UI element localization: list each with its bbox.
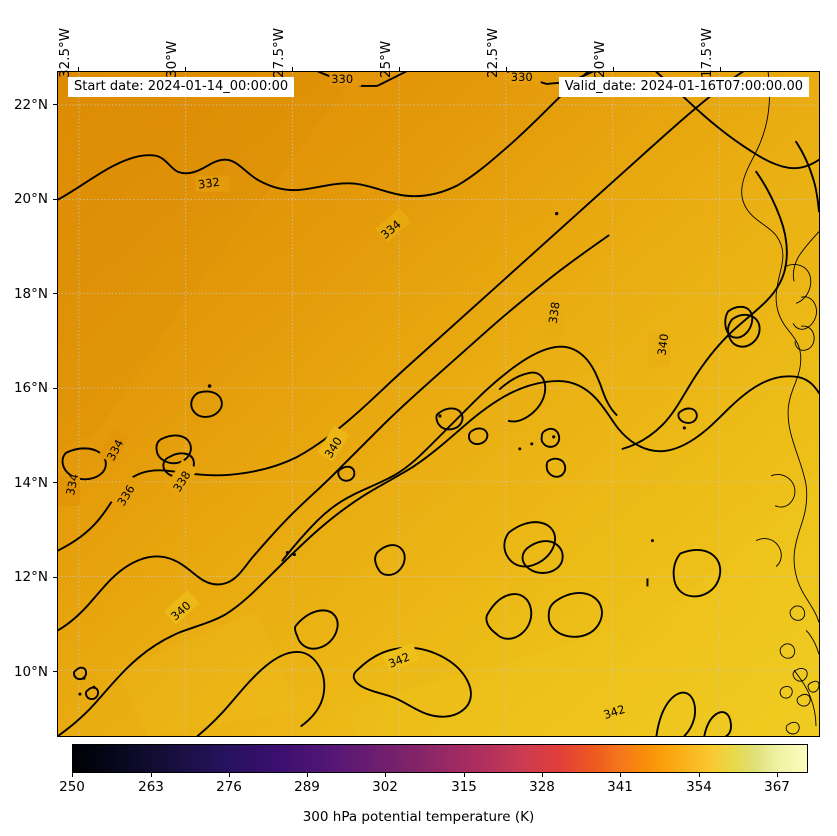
xtick-label-27-5w: 27.5°W [271, 27, 287, 78]
ytick-mark-20 [53, 199, 57, 200]
cbtick-label-289: 289 [294, 779, 320, 795]
colorbar-title: 300 hPa potential temperature (K) [302, 809, 535, 825]
cbtick-label-367: 367 [764, 779, 790, 795]
ytick-label-16n: 16°N [13, 380, 48, 396]
xtick-label-22-5w: 22.5°W [485, 27, 501, 78]
cbtick-mark-328 [542, 773, 543, 777]
contour-label-332: 332 [197, 175, 221, 192]
cbtick-mark-276 [229, 773, 230, 777]
cbtick-mark-315 [464, 773, 465, 777]
cbtick-mark-250 [72, 773, 73, 777]
xtick-mark-1 [185, 67, 186, 71]
contour-labels: 332 334 338 334 334 336 338 340 [58, 72, 671, 723]
xtick-mark-2 [292, 67, 293, 71]
cbtick-mark-302 [385, 773, 386, 777]
ytick-mark-14 [53, 482, 57, 483]
valid-date-annotation: Valid_date: 2024-01-16T07:00:00.00 [558, 77, 809, 97]
contour-label-342-b: 342 [602, 702, 627, 722]
colorbar[interactable] [72, 744, 808, 773]
xtick-label-30w: 30°W [164, 40, 180, 78]
ytick-label-12n: 12°N [13, 569, 48, 585]
isentrope-contours [58, 72, 819, 736]
xtick-mark-4 [506, 67, 507, 71]
xtick-label-17-5w: 17.5°W [699, 27, 715, 78]
start-date-annotation: Start date: 2024-01-14_00:00:00 [68, 77, 295, 97]
cbtick-label-354: 354 [686, 779, 712, 795]
potential-temperature-field [58, 72, 819, 736]
coastline [741, 72, 819, 735]
map-plot-area[interactable]: 332 334 338 334 334 336 338 340 [57, 71, 820, 737]
cbtick-label-341: 341 [607, 779, 633, 795]
contour-label-340-c: 340 [654, 333, 671, 357]
cbtick-label-315: 315 [451, 779, 477, 795]
ytick-mark-10 [53, 671, 57, 672]
ytick-label-20n: 20°N [13, 191, 48, 207]
cbtick-label-302: 302 [372, 779, 398, 795]
ytick-label-18n: 18°N [13, 286, 48, 302]
xtick-mark-0 [78, 67, 79, 71]
contour-label-330-b: 330 [511, 72, 533, 84]
ytick-label-14n: 14°N [13, 475, 48, 491]
contour-label-layer: 332 334 338 334 334 336 338 340 [58, 72, 671, 723]
contour-label-330-a: 330 [331, 72, 353, 86]
contour-specks [78, 211, 686, 696]
xtick-label-20w: 20°W [592, 40, 608, 78]
xtick-label-25w: 25°W [378, 40, 394, 78]
contour-label-334-c: 334 [63, 472, 81, 496]
ytick-mark-16 [53, 388, 57, 389]
cbtick-label-328: 328 [529, 779, 555, 795]
cbtick-mark-263 [151, 773, 152, 777]
ytick-mark-12 [53, 577, 57, 578]
cbtick-label-276: 276 [216, 779, 242, 795]
xtick-mark-6 [720, 67, 721, 71]
ytick-mark-22 [53, 104, 57, 105]
cbtick-mark-354 [699, 773, 700, 777]
cbtick-mark-289 [307, 773, 308, 777]
ytick-label-22n: 22°N [13, 97, 48, 113]
xtick-label-32-5w: 32.5°W [57, 27, 73, 78]
xtick-mark-3 [399, 67, 400, 71]
cbtick-mark-341 [620, 773, 621, 777]
ytick-label-10n: 10°N [13, 664, 48, 680]
cbtick-mark-367 [777, 773, 778, 777]
xtick-mark-5 [613, 67, 614, 71]
ytick-mark-18 [53, 293, 57, 294]
contour-label-338-a: 338 [546, 301, 563, 325]
cbtick-label-250: 250 [59, 779, 85, 795]
cbtick-label-263: 263 [138, 779, 164, 795]
